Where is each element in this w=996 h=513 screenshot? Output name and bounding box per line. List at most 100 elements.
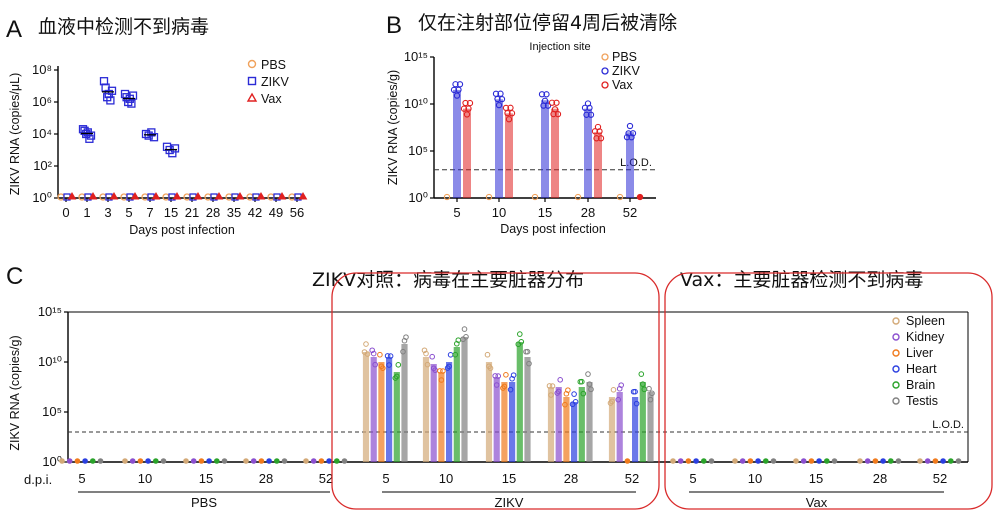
organ-baseline-point	[214, 458, 220, 464]
zikv-point	[586, 104, 593, 112]
zikv-point	[623, 134, 631, 141]
organ-baseline-point	[303, 458, 309, 464]
organ-point	[461, 326, 468, 332]
pbs-point	[574, 193, 582, 201]
vax-point	[593, 135, 600, 142]
pbs-point	[78, 193, 86, 201]
organ-point	[638, 371, 645, 377]
organ-baseline-point	[318, 458, 325, 464]
organ-point	[403, 334, 409, 340]
vax-point	[214, 192, 224, 200]
y-tick-label: 10¹⁰	[404, 96, 428, 111]
organ-point	[585, 371, 591, 377]
panel-b-letter: B	[386, 12, 402, 39]
organ-point	[526, 360, 532, 367]
organ-point	[463, 334, 469, 340]
zikv-point	[625, 130, 632, 137]
organ-bar-liver	[563, 397, 570, 462]
pbs-point	[246, 193, 254, 201]
organ-point	[495, 373, 502, 379]
zikv-bar	[495, 99, 503, 198]
organ-bar-spleen	[485, 362, 493, 462]
group-label: ZIKV	[495, 495, 524, 510]
x-tick-label: 28	[581, 205, 595, 220]
zikv-point	[106, 96, 115, 105]
vax-point	[554, 110, 562, 118]
organ-bar-kidney	[370, 357, 377, 462]
zikv-point	[141, 129, 151, 139]
organ-point	[640, 381, 646, 387]
x-tick-label: 5	[382, 471, 389, 486]
vax-point	[462, 99, 469, 107]
x-tick-label: 35	[227, 205, 241, 220]
organ-point	[572, 399, 579, 405]
organ-baseline-point	[880, 458, 886, 464]
legend-label: ZIKV	[612, 64, 640, 78]
vax-point	[553, 99, 560, 106]
organ-baseline-point	[708, 458, 715, 464]
vax-point	[597, 135, 605, 142]
vax-bar	[463, 108, 471, 198]
pbs-point	[443, 193, 451, 201]
x-tick-label: 28	[873, 471, 887, 486]
legend-label: Liver	[906, 346, 933, 360]
organ-bar-kidney	[493, 377, 500, 462]
x-tick-label: 1	[83, 205, 90, 220]
x-tick-label: 52	[933, 471, 947, 486]
organ-point	[610, 387, 617, 393]
organ-baseline-point	[747, 458, 754, 464]
organ-point	[438, 377, 445, 383]
organ-baseline-point	[129, 458, 136, 464]
pbs-point	[531, 193, 539, 201]
x-tick-label: 21	[185, 205, 199, 220]
vax-point	[596, 128, 603, 135]
legend-marker	[892, 381, 900, 389]
zikv-point	[453, 92, 461, 99]
x-tick-label: 5	[125, 205, 132, 220]
zikv-point	[147, 128, 156, 137]
zikv-point	[587, 111, 595, 118]
legend-marker	[892, 333, 900, 341]
organ-bar-brain	[578, 387, 585, 462]
zikv-point	[629, 130, 637, 137]
x-tick-label: 28	[564, 471, 578, 486]
x-tick-label: 5	[453, 205, 460, 220]
x-tick-label: 10	[492, 205, 506, 220]
organ-baseline-point	[221, 458, 228, 464]
x-tick-label: 15	[199, 471, 213, 486]
panel-a-letter: A	[6, 16, 22, 43]
legend-marker	[892, 397, 900, 405]
organ-point	[423, 350, 429, 357]
lod-label: L.O.D.	[932, 419, 964, 431]
organ-point	[487, 365, 494, 371]
zikv-point	[626, 122, 634, 130]
legend-label: Vax	[612, 78, 633, 92]
organ-baseline-point	[122, 458, 128, 464]
organ-baseline-point	[66, 458, 73, 464]
vax-point	[277, 192, 287, 200]
y-axis-label: ZIKV RNA (copies/g)	[386, 70, 400, 185]
organ-bar-spleen	[422, 357, 430, 462]
organ-baseline-point	[334, 458, 340, 464]
organ-point	[571, 391, 577, 397]
organ-point	[549, 383, 556, 389]
x-axis-label: d.p.i.	[24, 472, 52, 487]
organ-baseline-point	[895, 458, 902, 464]
x-tick-label: 52	[623, 205, 637, 220]
legend-marker	[892, 317, 900, 325]
organ-baseline-point	[59, 458, 65, 464]
zikv-bar	[541, 100, 549, 198]
zikv-point	[452, 81, 459, 88]
organ-point	[586, 381, 593, 387]
zikv-bar	[626, 132, 634, 198]
organ-point	[557, 377, 564, 383]
organ-baseline-point	[924, 458, 931, 464]
organ-point	[548, 392, 554, 398]
organ-point	[554, 390, 561, 396]
organ-baseline-point	[153, 458, 159, 464]
organ-point	[380, 365, 386, 371]
organ-point	[632, 388, 638, 395]
zikv-point	[450, 86, 458, 94]
panel-c-caption-vax: Vax：主要脏器检测不到病毒	[680, 269, 923, 291]
organ-baseline-point	[872, 458, 879, 464]
